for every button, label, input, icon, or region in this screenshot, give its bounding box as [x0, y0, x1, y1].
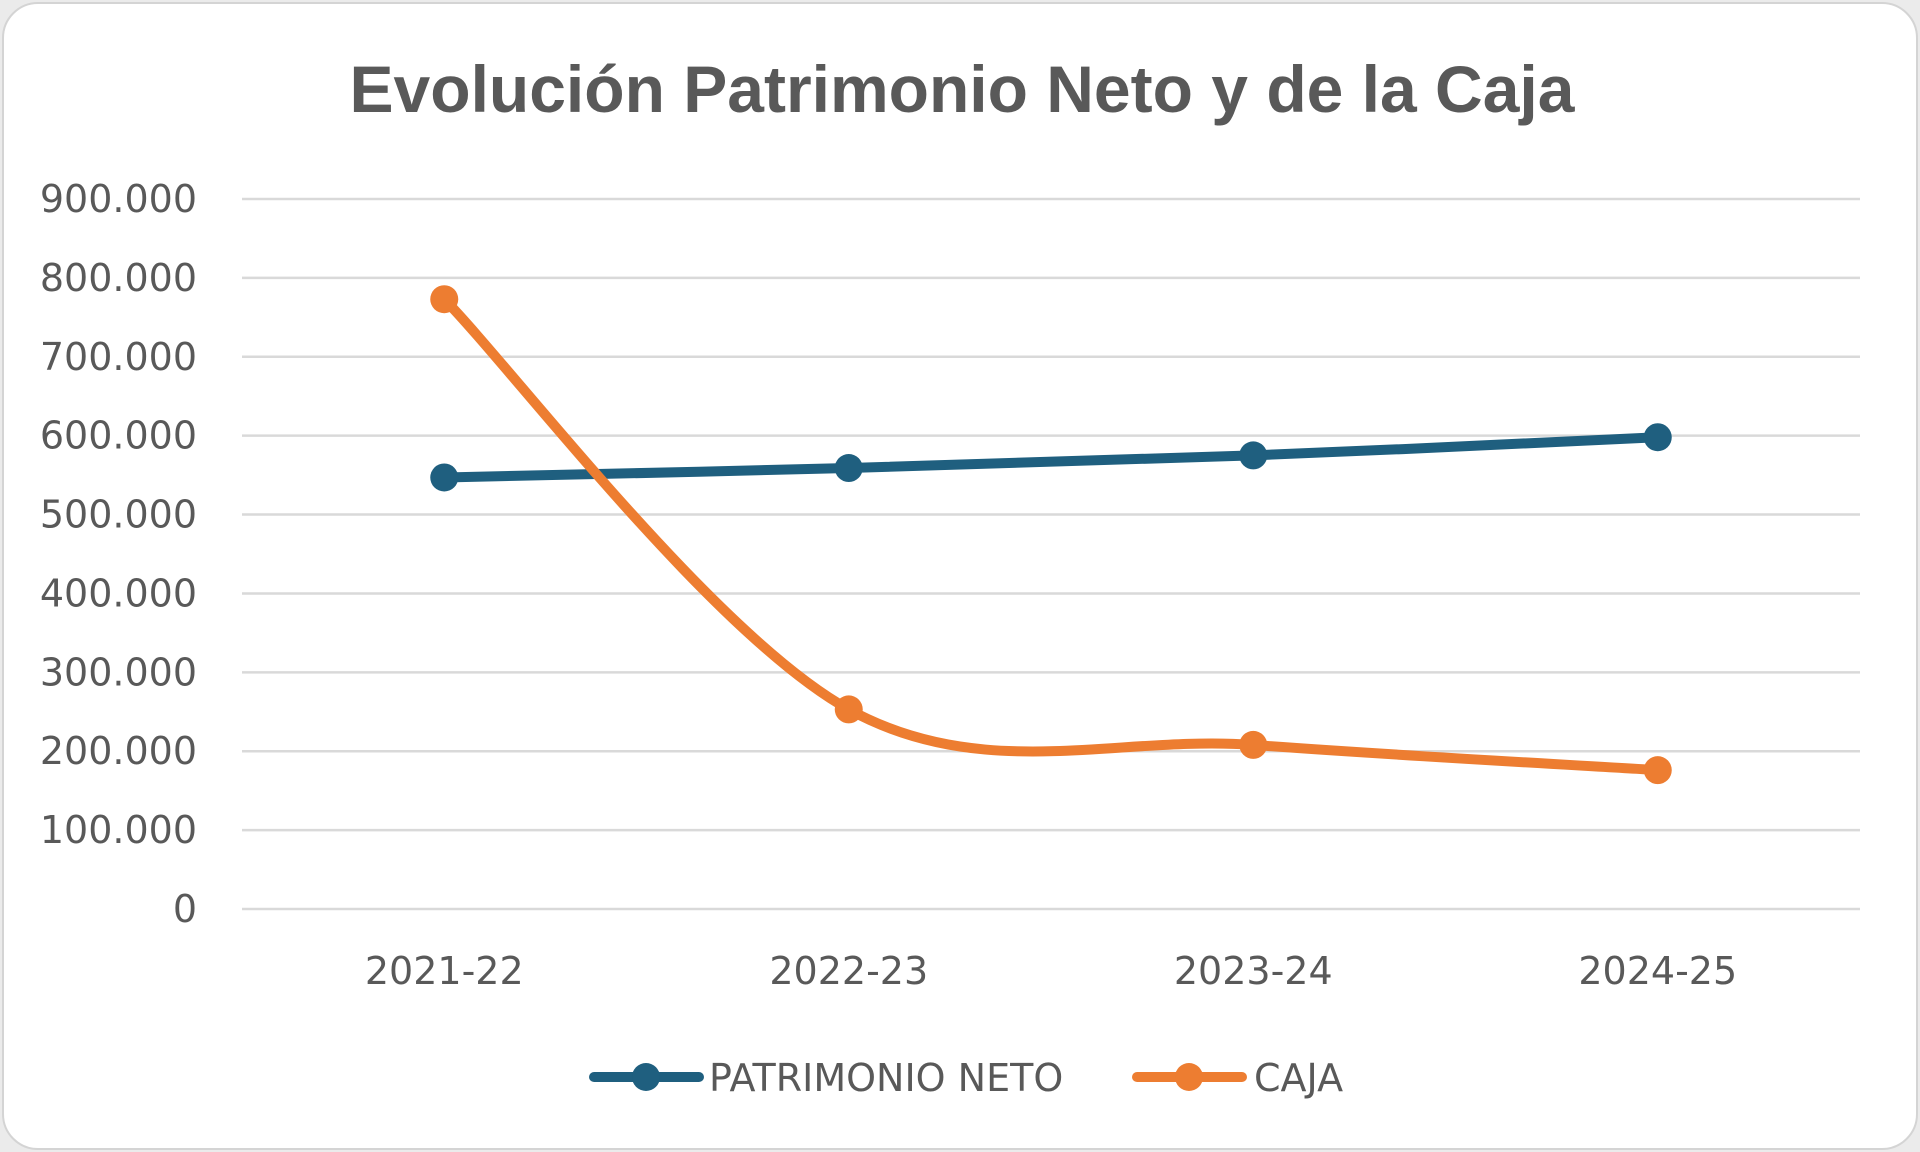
chart-title: Evolución Patrimonio Neto y de la Caja [350, 52, 1576, 126]
data-point [430, 285, 459, 314]
series-line [439, 432, 1663, 483]
y-tick-label: 0 [173, 887, 197, 931]
series-patrimonio-neto [430, 423, 1672, 492]
y-tick-label: 400.000 [40, 571, 197, 615]
data-point [1239, 441, 1268, 470]
data-point [834, 695, 863, 724]
data-point [1239, 730, 1268, 759]
y-tick-label: 100.000 [40, 808, 197, 852]
legend-swatch-marker [632, 1063, 660, 1091]
x-axis-ticks: 2021-22 2022-23 2023-24 2024-25 [365, 949, 1737, 993]
legend-item: CAJA [1132, 1056, 1343, 1100]
x-tick-label: 2024-25 [1578, 949, 1737, 993]
data-point [1643, 423, 1672, 452]
data-point [1643, 756, 1672, 785]
y-tick-label: 600.000 [40, 414, 197, 458]
series-line [439, 294, 1663, 776]
x-tick-label: 2022-23 [769, 949, 928, 993]
line-chart: Evolución Patrimonio Neto y de la Caja 0… [40, 52, 1860, 1100]
legend-label: PATRIMONIO NETO [709, 1056, 1063, 1100]
legend-item: PATRIMONIO NETO [589, 1056, 1063, 1100]
series-caja [430, 285, 1672, 785]
legend-swatch-marker [1175, 1063, 1203, 1091]
legend: PATRIMONIO NETO CAJA [589, 1056, 1343, 1100]
x-tick-label: 2023-24 [1174, 949, 1333, 993]
x-tick-label: 2021-22 [365, 949, 524, 993]
series-lines [430, 285, 1672, 785]
y-tick-label: 900.000 [40, 177, 197, 221]
legend-label: CAJA [1254, 1056, 1343, 1100]
data-point [834, 454, 863, 483]
data-point [430, 463, 459, 492]
y-tick-label: 500.000 [40, 493, 197, 537]
y-axis-ticks: 0 100.000 200.000 300.000 400.000 500.000 600.… [40, 177, 197, 931]
y-tick-label: 700.000 [40, 335, 197, 379]
y-tick-label: 200.000 [40, 729, 197, 773]
y-tick-label: 300.000 [40, 650, 197, 694]
y-tick-label: 800.000 [40, 256, 197, 300]
gridlines [242, 197, 1860, 911]
